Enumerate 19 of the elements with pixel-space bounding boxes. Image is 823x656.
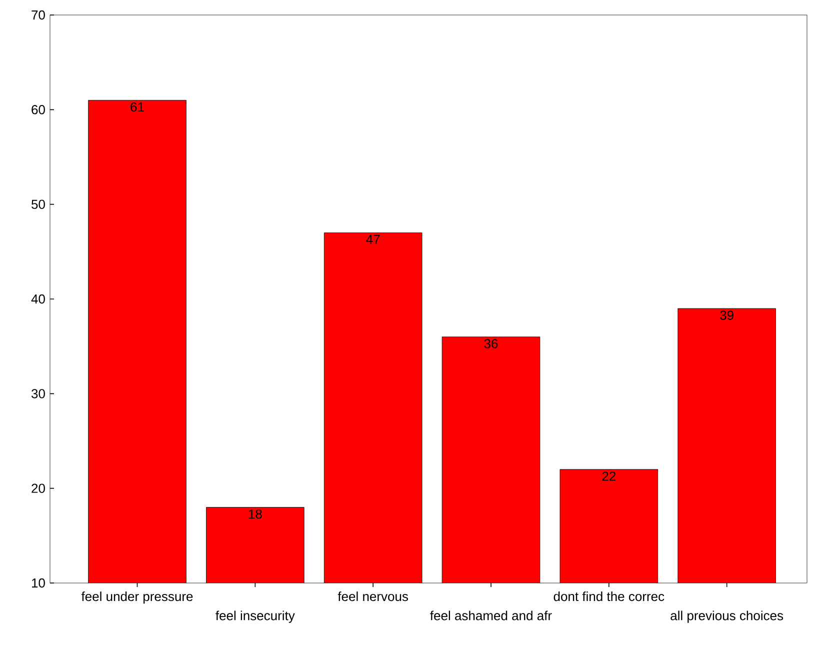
y-tick-label: 10 [32, 578, 45, 588]
y-tick-label: 20 [32, 484, 45, 493]
y-tick-label: 70 [32, 10, 45, 20]
y-tick-label: 30 [32, 389, 45, 398]
x-tick-label: feel insecurity [216, 610, 295, 623]
y-tick-label: 50 [32, 200, 45, 209]
x-tick-label: feel nervous [338, 592, 408, 602]
data-label: 36 [484, 339, 498, 348]
data-label: 39 [720, 310, 734, 320]
y-tick-label: 40 [31, 294, 45, 304]
data-label: 22 [602, 472, 616, 481]
data-label: 18 [248, 509, 262, 519]
x-tick-label: dont find the correc [554, 592, 664, 602]
x-tick-label: feel ashamed and afr [430, 610, 552, 620]
y-tick-label: 60 [32, 105, 45, 114]
data-label: 61 [130, 102, 144, 112]
x-tick-label: all previous choices [670, 610, 784, 623]
data-label: 47 [366, 234, 380, 244]
x-tick-label: feel under pressure [81, 592, 193, 604]
